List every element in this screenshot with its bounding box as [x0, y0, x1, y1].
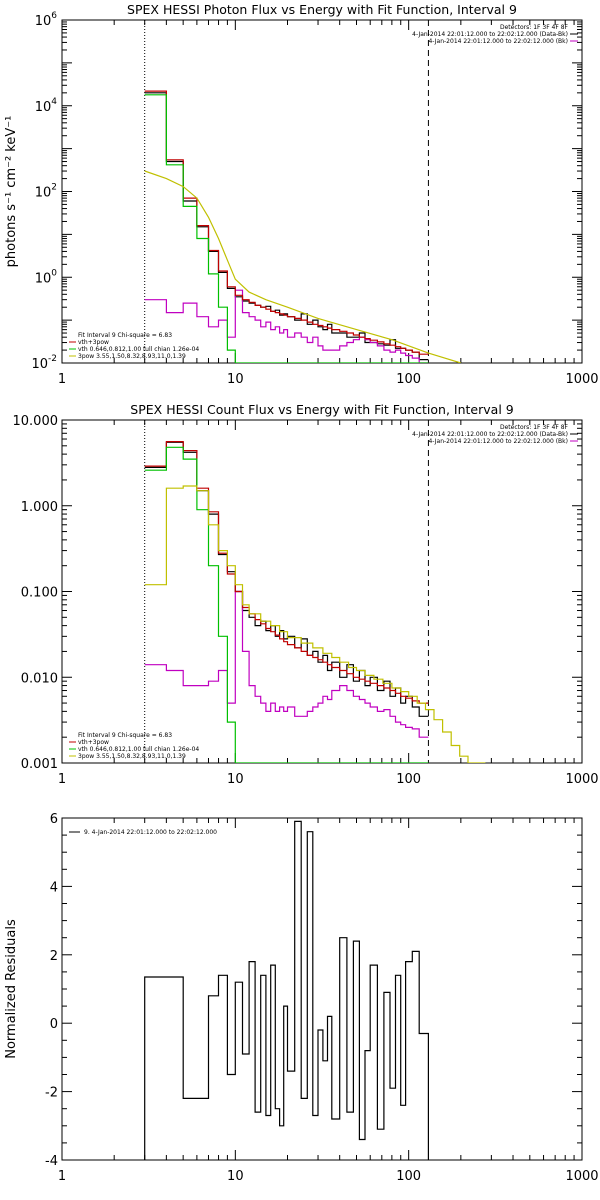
residuals-xtick-label: 10: [227, 1169, 244, 1184]
residuals-legend-text: 9. 4-Jan-2014 22:01:12.000 to 22:02:12.0…: [84, 829, 217, 836]
count-ytick-label: 0.001: [21, 757, 58, 772]
count-xtick-label: 1000: [565, 772, 598, 787]
count-xtick-label: 100: [396, 772, 421, 787]
photon-series-3pow: [144, 170, 461, 363]
count-ytick-label: 0.010: [21, 671, 58, 686]
photon-detector-text: 4-Jan-2014 22:01:12.000 to 22:02:12.000 …: [428, 38, 568, 45]
count-fit-text: vth+3pow: [78, 739, 109, 746]
photon-detector-text: 4-Jan-2014 22:01:12.000 to 22:02:12.000 …: [412, 31, 568, 38]
residuals-ytick-label: 4: [50, 880, 58, 895]
residuals-xtick-label: 100: [396, 1169, 421, 1184]
photon-fit-text: vth 0.646,0.812,1.00 full chian 1.26e-04: [78, 346, 199, 353]
residuals-ytick-label: -2: [45, 1086, 58, 1101]
photon-ytick-label: 104: [35, 97, 58, 115]
residuals-xtick-label: 1000: [565, 1169, 598, 1184]
count-detector-text: Detectors: 1F 3F 4F 8F: [500, 424, 569, 431]
count-frame: [61, 419, 583, 764]
residuals-ytick-label: -4: [45, 1154, 58, 1169]
residuals-ytick-label: 0: [50, 1017, 58, 1032]
count-series-vth-3pow: [144, 441, 429, 704]
residuals-series-residuals: [144, 820, 429, 1160]
photon-series-bk: [144, 289, 429, 363]
count-fit-text: Fit Interval 9 Chi-square = 6.83: [78, 732, 172, 739]
photon-fit-text: vth+3pow: [78, 339, 109, 346]
count-series-3pow: [144, 485, 486, 763]
residuals-ytick-label: 2: [50, 949, 58, 964]
count-fit-text: 3pow 3.55,1.50,8.32,8.93,11.0,1.39: [78, 753, 186, 760]
residuals-panel: 1 10 100 1000 -4 -2 0 2 4 6 Normalized Residuals 9.…: [4, 812, 599, 1184]
photon-ylabel: photons s⁻¹ cm⁻² keV⁻¹: [4, 116, 19, 268]
photon-xtick-label: 1: [58, 372, 66, 387]
count-ytick-label: 10.000: [13, 414, 59, 429]
count-series-vth: [144, 446, 429, 763]
photon-xtick-label: 10: [227, 372, 244, 387]
residuals-ytick-label: 6: [50, 812, 58, 827]
count-ytick-label: 0.100: [21, 586, 58, 601]
count-fit-text: vth 0.646,0.812,1.00 full chian 1.26e-04: [78, 746, 199, 753]
photon-series-vth-3pow: [144, 90, 429, 355]
photon-series-vth: [144, 94, 429, 363]
photon-ytick-label: 100: [35, 268, 58, 286]
count-series-data-bk: [144, 441, 429, 717]
photon-ytick-label: 10-2: [31, 354, 57, 372]
photon-xtick-label: 1000: [565, 372, 598, 387]
photon-frame: [61, 19, 583, 364]
count-series-bk: [144, 590, 429, 738]
photon-detector-text: Detectors: 1F 3F 4F 8F: [500, 24, 569, 31]
count-panel: SPEX HESSI Count Flux vs Energy with Fit…: [13, 402, 599, 787]
photon-title: SPEX HESSI Photon Flux vs Energy with Fi…: [127, 2, 517, 17]
count-title: SPEX HESSI Count Flux vs Energy with Fit…: [130, 402, 513, 417]
photon-fit-text: Fit Interval 9 Chi-square = 6.83: [78, 332, 172, 339]
photon-ytick-label: 102: [35, 183, 57, 201]
count-ytick-label: 1.000: [21, 500, 58, 515]
residuals-frame: [61, 817, 583, 1161]
count-detector-text: 4-Jan-2014 22:01:12.000 to 22:02:12.000 …: [428, 438, 568, 445]
residuals-ylabel: Normalized Residuals: [4, 919, 19, 1059]
count-series-group: [144, 441, 486, 763]
count-detector-text: 4-Jan-2014 22:01:12.000 to 22:02:12.000 …: [412, 431, 568, 438]
photon-panel: SPEX HESSI Photon Flux vs Energy with Fi…: [4, 2, 599, 387]
photon-ytick-label: 106: [35, 11, 58, 29]
photon-fit-text: 3pow 3.55,1.50,8.32,8.93,11.0,1.39: [78, 353, 186, 360]
photon-series-group: [144, 90, 461, 363]
count-xtick-label: 1: [58, 772, 66, 787]
count-xtick-label: 10: [227, 772, 244, 787]
photon-series-data-bk: [144, 92, 429, 361]
residuals-series-group: [144, 820, 429, 1160]
photon-xtick-label: 100: [396, 372, 421, 387]
residuals-xtick-label: 1: [58, 1169, 66, 1184]
